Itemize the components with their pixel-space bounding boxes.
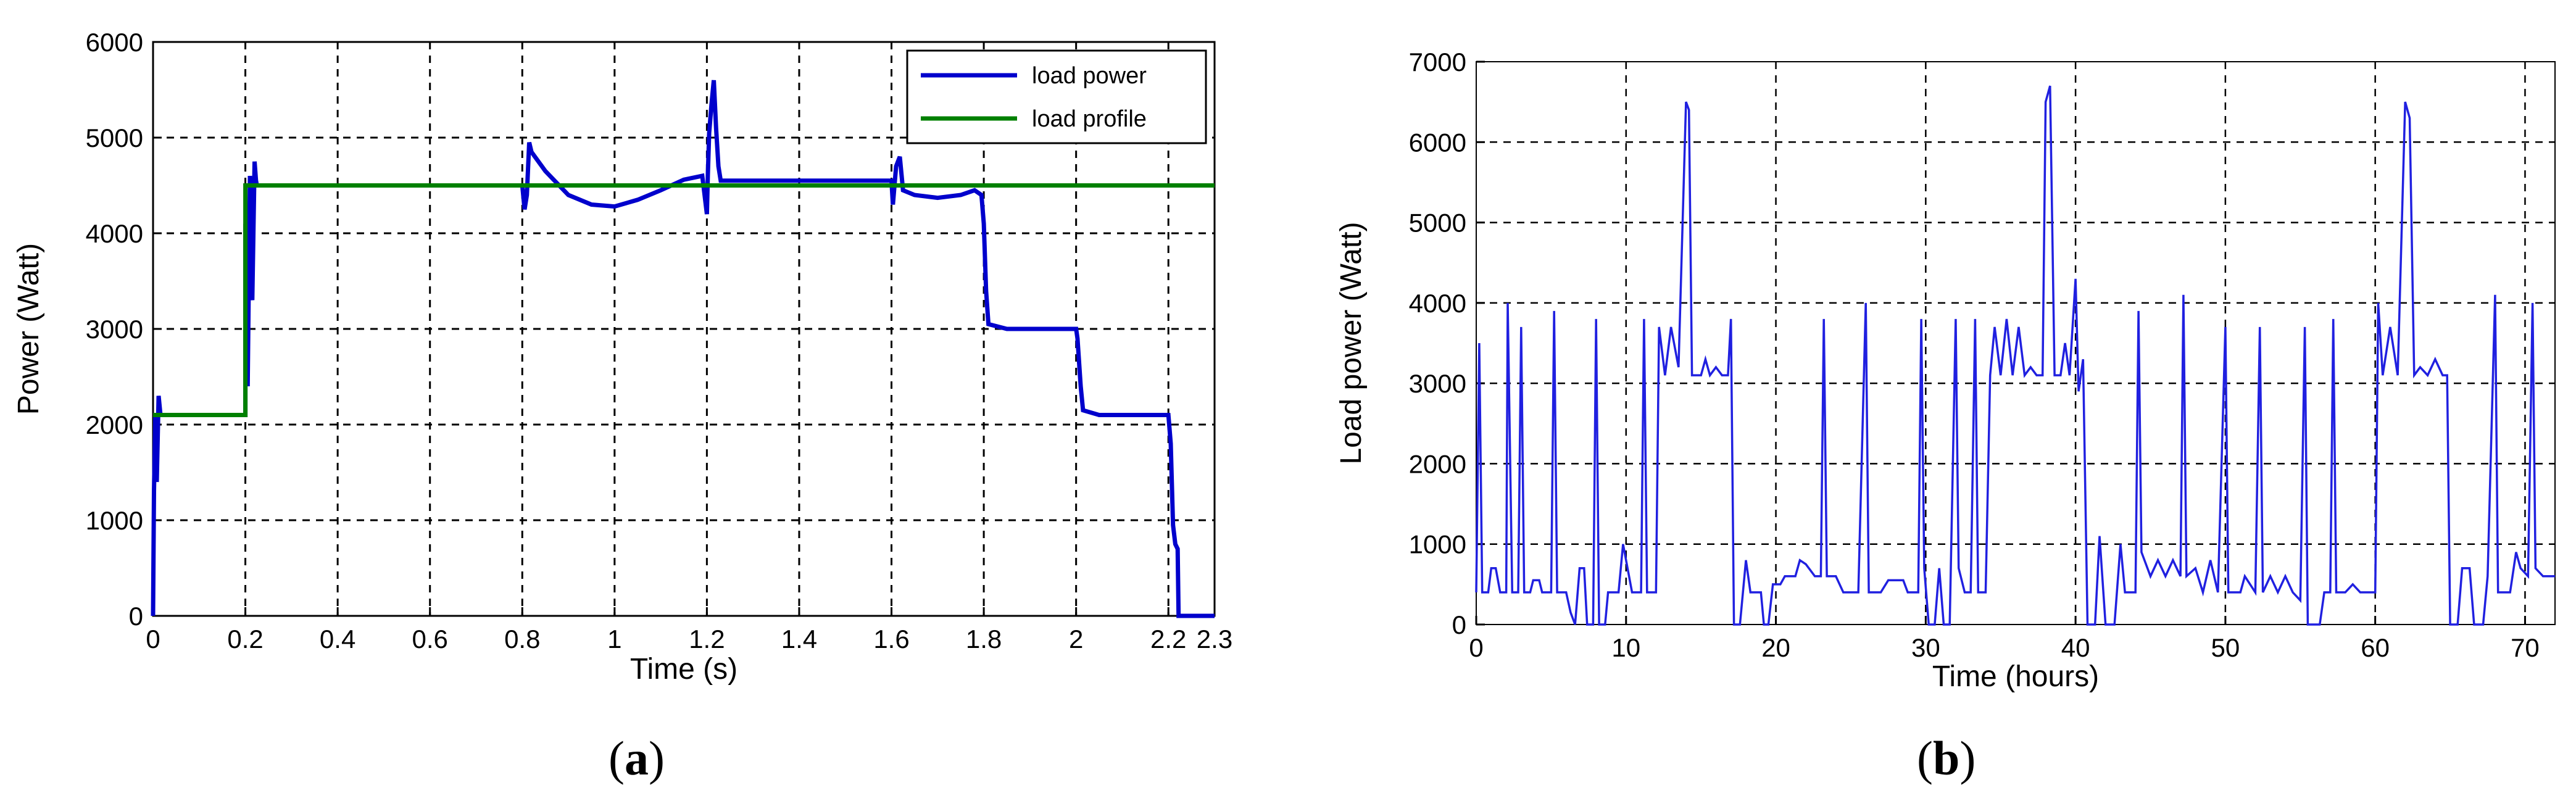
chart-b-xtick-label: 30 [1911,633,1940,662]
chart-b-xtick-label: 40 [2061,633,2090,662]
chart-b-ytick-label: 0 [1452,610,1466,639]
chart-b-ytick-label: 7000 [1409,48,1466,77]
chart-a-series-line-1 [153,183,1215,417]
chart-b-ylabel: Load power (Watt) [1335,222,1368,464]
chart-b-panel-paren-open: ( [1917,731,1933,785]
chart-a-xtick-label: 2.3 [1197,625,1232,654]
chart-b-ytick-label: 5000 [1409,209,1466,238]
chart-b-xtick-label: 0 [1469,633,1483,662]
chart-b-xtick-label: 50 [2211,633,2240,662]
chart-a-legend-box [906,49,1207,144]
chart-a-panel-label: (a) [609,731,665,785]
chart-a-xtick-label: 2 [1069,625,1083,654]
chart-a-xtick-label: 0.4 [320,625,355,654]
chart-b-series [1475,85,2555,626]
chart-b-xtick-label: 10 [1611,633,1640,662]
chart-a-xtick-label: 0.2 [227,625,263,654]
chart-b-xtick-label: 20 [1761,633,1790,662]
chart-a-panel-paren-close: ) [649,731,665,785]
chart-a-panel-letter: a [625,731,649,785]
chart-a-ytick-label: 0 [129,602,143,631]
chart-b-ytick-label: 1000 [1409,530,1466,559]
chart-b-xlabel: Time (hours) [1932,660,2099,693]
chart-a-series-line-0 [151,80,1215,618]
chart-a-xtick-label: 1.6 [873,625,909,654]
chart-a-legend: load power load profile [906,49,1207,144]
chart-b-ytick-label: 4000 [1409,289,1466,318]
chart-a-xtick-label: 0.8 [504,625,540,654]
chart-b-ytick-label: 3000 [1409,369,1466,398]
chart-b-series-line-0 [1475,85,2555,626]
legend-label-load-power: load power [1032,63,1147,89]
chart-b-panel-label: (b) [1917,731,1976,785]
chart-a-xtick-label: 0 [146,625,160,654]
chart-a-xtick-label: 1.4 [781,625,817,654]
chart-a-ticks: 0 0.2 0.4 0.6 0.8 1 1.2 1.4 1.6 1.8 2 2.2 2.3 0 1000 20… [86,28,1233,654]
chart-a-xtick-label: 2.2 [1150,625,1186,654]
chart-a-xlabel: Time (s) [630,653,737,686]
chart-a-ytick-label: 3000 [86,315,143,344]
chart-a-ylabel: Power (Watt) [12,243,45,415]
chart-b-ticks: 0 10 20 30 40 50 60 70 0 1000 2000 3000 4000 5000 6000… [1409,48,2540,662]
chart-a: 0 0.2 0.4 0.6 0.8 1 1.2 1.4 1.6 1.8 2 2.2 2.3 0 1000 20… [12,28,1232,785]
legend-label-load-profile: load profile [1032,106,1147,132]
chart-a-ytick-label: 5000 [86,123,143,152]
chart-a-ytick-label: 6000 [86,28,143,57]
chart-b-xtick-label: 70 [2511,633,2540,662]
chart-a-ytick-label: 1000 [86,506,143,535]
chart-a-panel-paren-open: ( [609,731,625,785]
chart-a-series [151,80,1215,618]
chart-b-xtick-label: 60 [2361,633,2390,662]
chart-a-xtick-label: 1.8 [966,625,1002,654]
chart-b-panel-letter: b [1933,731,1959,785]
chart-a-ytick-label: 4000 [86,219,143,248]
chart-a-xtick-label: 1 [607,625,621,654]
chart-b-ytick-label: 6000 [1409,128,1466,157]
chart-b-ytick-label: 2000 [1409,449,1466,478]
chart-a-xtick-label: 1.2 [689,625,725,654]
chart-a-ytick-label: 2000 [86,410,143,439]
chart-a-xtick-label: 0.6 [412,625,448,654]
chart-b-panel-paren-close: ) [1959,731,1976,785]
chart-b: 0 10 20 30 40 50 60 70 0 1000 2000 3000 4000 5000 6000… [1335,48,2556,785]
